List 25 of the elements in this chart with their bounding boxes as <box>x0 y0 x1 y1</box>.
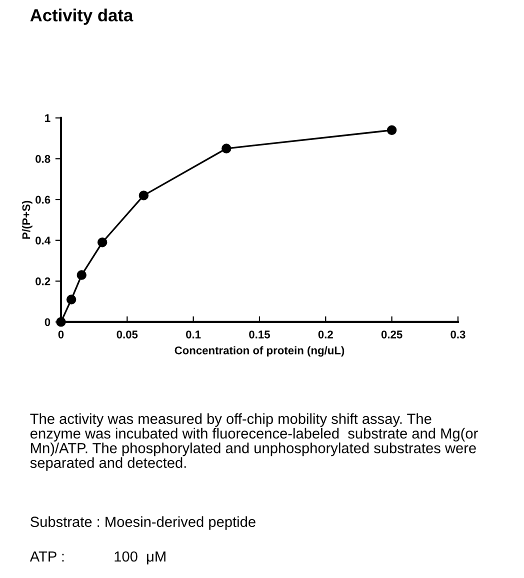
point <box>97 238 108 248</box>
x-axis-title: Concentration of protein (ng/uL) <box>174 346 344 357</box>
x-tick-label: 0.15 <box>249 330 270 338</box>
point <box>66 294 76 304</box>
x-tick-label: 0 <box>58 330 64 338</box>
x-tick-label: 0.25 <box>381 330 402 338</box>
y-axis-title: P/(P+S) <box>22 200 32 239</box>
chart-title: Activity data <box>30 8 134 25</box>
point <box>76 270 86 280</box>
y-tick-label: 1 <box>45 114 50 122</box>
y-tick-label: 0.6 <box>36 196 50 204</box>
point <box>138 190 149 200</box>
x-tick-label: 0.3 <box>450 330 466 338</box>
y-tick-label: 0.8 <box>36 154 50 163</box>
point <box>386 125 397 136</box>
x-tick-label: 0.05 <box>116 330 138 338</box>
text: Substrate : Moesin-derived peptide <box>30 516 256 530</box>
y-tick-label: 0 <box>44 318 50 326</box>
y-tick-label: 0.4 <box>36 236 51 244</box>
text: ATP : 100 μM <box>30 551 166 564</box>
x-tick-label: 0.2 <box>318 330 333 338</box>
x-tick-label: 0.1 <box>186 330 201 338</box>
point <box>222 144 232 154</box>
y-tick-label: 0.2 <box>36 277 50 286</box>
text: The activity was measured by off-chip mobility shift assay. The enzyme was incubated with fluorecence-labeled substrate and Mg(or Mn)/ATP. The phosphorylated and unphosphorylated substrates were separated and detected. <box>30 413 478 471</box>
